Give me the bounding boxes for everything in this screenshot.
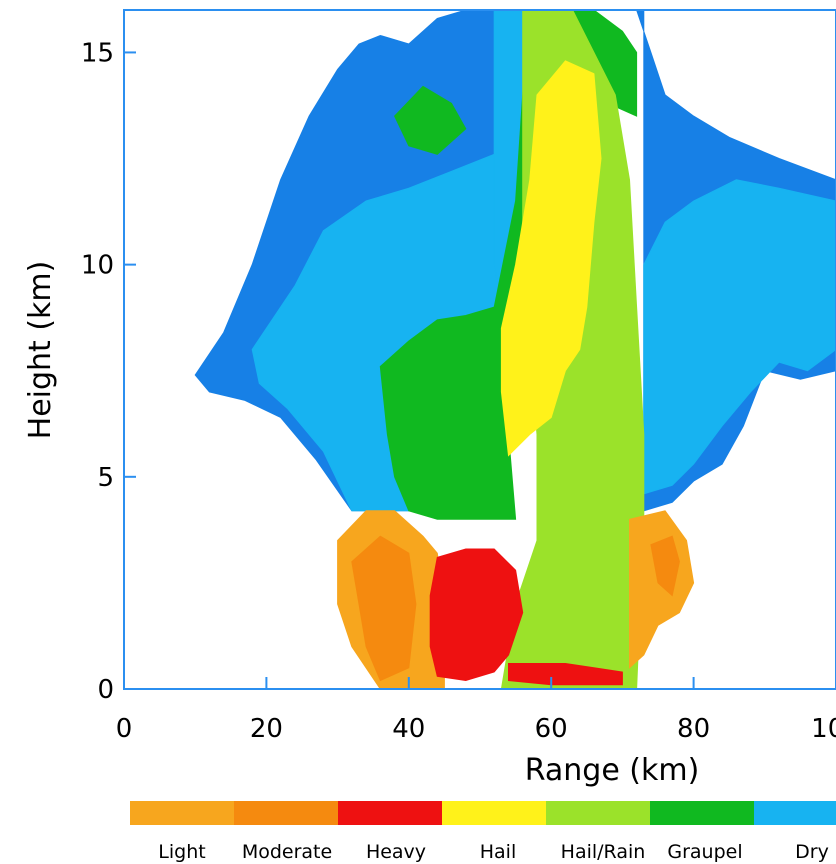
region-moderate-13 <box>650 535 680 597</box>
region-graupel-7 <box>393 85 467 155</box>
plot-area <box>194 10 836 689</box>
x-axis: 0 20 40 60 80 100 <box>116 677 836 744</box>
legend-swatch-hail <box>442 801 547 825</box>
region-hail-9 <box>500 60 602 457</box>
y-tick-label: 5 <box>97 463 114 493</box>
y-axis-title: Height (km) <box>23 261 58 440</box>
x-tick-label: 0 <box>116 714 133 744</box>
y-tick-label: 0 <box>97 675 114 705</box>
legend-label: Light <box>158 841 205 863</box>
y-axis: 0 5 10 15 <box>81 38 136 705</box>
region-moderate-12 <box>351 535 417 682</box>
legend-swatch-graupel <box>650 801 755 825</box>
legend-label: Heavy <box>366 841 426 863</box>
legend-label: Dry <box>795 841 829 863</box>
x-tick-label: 60 <box>535 714 568 744</box>
legend-label: Hail <box>480 841 517 863</box>
legend-swatch-moderate <box>234 801 339 825</box>
legend-label: Graupel <box>667 841 742 863</box>
region-dry-3 <box>643 179 836 495</box>
region-heavy-15 <box>508 663 623 686</box>
y-tick-label: 15 <box>81 38 114 68</box>
region-heavy-14 <box>429 548 524 682</box>
legend-label: Hail/Rain <box>561 841 646 863</box>
x-axis-title: Range (km) <box>525 753 700 788</box>
x-tick-label: 100 <box>811 714 836 744</box>
x-tick-label: 40 <box>392 714 425 744</box>
y-tick-label: 10 <box>81 251 114 281</box>
region-light-11 <box>629 510 695 669</box>
legend-swatch-hail-rain <box>546 801 651 825</box>
legend-swatch-dry <box>754 801 836 825</box>
legend-swatch-light <box>130 801 235 825</box>
plot-frame <box>123 9 836 690</box>
legend-label: Moderate <box>242 841 332 863</box>
x-tick-label: 80 <box>677 714 710 744</box>
x-tick-label: 20 <box>250 714 283 744</box>
legend-swatch-heavy <box>338 801 443 825</box>
legend: Light Moderate Heavy Hail Hail/Rain Graupel Dr… <box>130 801 836 863</box>
